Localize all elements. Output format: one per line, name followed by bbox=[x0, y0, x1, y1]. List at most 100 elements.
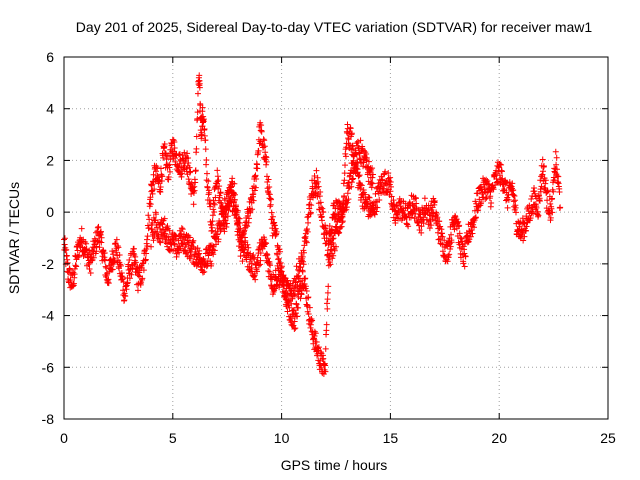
data-point bbox=[426, 225, 433, 232]
data-point bbox=[531, 190, 538, 197]
data-point bbox=[503, 197, 510, 204]
data-point bbox=[324, 296, 331, 303]
data-point bbox=[142, 256, 149, 263]
data-point bbox=[109, 266, 116, 273]
data-point bbox=[434, 214, 441, 221]
data-point bbox=[336, 225, 343, 232]
data-point bbox=[297, 295, 304, 302]
data-point bbox=[240, 231, 247, 238]
data-point bbox=[483, 176, 490, 183]
data-point bbox=[448, 231, 455, 238]
data-point bbox=[341, 194, 348, 201]
data-point bbox=[205, 178, 212, 185]
data-point bbox=[176, 151, 183, 158]
data-point bbox=[373, 208, 380, 215]
data-point bbox=[385, 169, 392, 176]
data-point bbox=[313, 167, 320, 174]
data-point bbox=[302, 283, 309, 290]
data-point bbox=[488, 199, 495, 206]
data-point bbox=[252, 172, 259, 179]
data-point bbox=[365, 158, 372, 165]
data-point bbox=[254, 268, 261, 275]
data-point bbox=[245, 215, 252, 222]
data-point bbox=[546, 208, 553, 215]
data-point bbox=[498, 161, 505, 168]
data-point bbox=[199, 104, 206, 111]
data-point bbox=[447, 243, 454, 250]
data-point bbox=[157, 183, 164, 190]
data-point bbox=[349, 176, 356, 183]
data-point bbox=[317, 199, 324, 206]
data-point bbox=[287, 319, 294, 326]
data-point bbox=[523, 223, 530, 230]
data-point bbox=[511, 192, 518, 199]
data-point bbox=[162, 230, 169, 237]
data-point bbox=[267, 262, 274, 269]
data-point bbox=[413, 200, 420, 207]
data-point bbox=[418, 223, 425, 230]
data-point bbox=[268, 209, 275, 216]
data-point bbox=[225, 207, 232, 214]
data-point bbox=[528, 196, 535, 203]
data-point bbox=[202, 137, 209, 144]
data-point bbox=[210, 200, 217, 207]
data-point bbox=[200, 116, 207, 123]
data-point bbox=[547, 214, 554, 221]
data-point bbox=[425, 221, 432, 228]
data-point bbox=[231, 197, 238, 204]
data-point bbox=[319, 205, 326, 212]
data-point bbox=[369, 171, 376, 178]
x-tick-label: 20 bbox=[491, 430, 507, 446]
data-point bbox=[469, 230, 476, 237]
data-point bbox=[115, 244, 122, 251]
data-point bbox=[107, 256, 114, 263]
data-point bbox=[369, 180, 376, 187]
data-point bbox=[341, 170, 348, 177]
data-point bbox=[521, 233, 528, 240]
data-point bbox=[436, 218, 443, 225]
data-point bbox=[195, 251, 202, 258]
data-point bbox=[496, 172, 503, 179]
data-point bbox=[420, 220, 427, 227]
data-point bbox=[323, 300, 330, 307]
data-point bbox=[119, 275, 126, 282]
data-point bbox=[251, 187, 258, 194]
data-point bbox=[504, 204, 511, 211]
data-point bbox=[250, 252, 257, 259]
data-point bbox=[179, 241, 186, 248]
data-point bbox=[159, 221, 166, 228]
data-point bbox=[357, 181, 364, 188]
data-point bbox=[118, 269, 125, 276]
data-point bbox=[498, 167, 505, 174]
data-point bbox=[356, 172, 363, 179]
data-point bbox=[323, 230, 330, 237]
data-point bbox=[446, 251, 453, 258]
y-tick-label: 6 bbox=[46, 49, 54, 65]
data-point bbox=[557, 204, 564, 211]
data-point bbox=[328, 226, 335, 233]
data-point bbox=[275, 256, 282, 263]
data-point bbox=[294, 313, 301, 320]
data-point bbox=[544, 197, 551, 204]
data-point bbox=[387, 174, 394, 181]
data-point bbox=[348, 130, 355, 137]
y-tick-label: -2 bbox=[42, 256, 55, 272]
data-point bbox=[190, 237, 197, 244]
data-point bbox=[363, 150, 370, 157]
data-point bbox=[263, 173, 270, 180]
x-tick-label: 10 bbox=[274, 430, 290, 446]
data-point bbox=[94, 224, 101, 231]
data-point bbox=[314, 178, 321, 185]
data-point bbox=[305, 219, 312, 226]
data-point bbox=[444, 258, 451, 265]
data-point bbox=[415, 219, 422, 226]
data-point bbox=[147, 194, 154, 201]
data-point bbox=[210, 251, 217, 258]
data-point bbox=[554, 173, 561, 180]
data-point bbox=[72, 262, 79, 269]
data-point bbox=[324, 289, 331, 296]
data-point bbox=[223, 203, 230, 210]
data-point bbox=[273, 228, 280, 235]
data-point bbox=[322, 225, 329, 232]
